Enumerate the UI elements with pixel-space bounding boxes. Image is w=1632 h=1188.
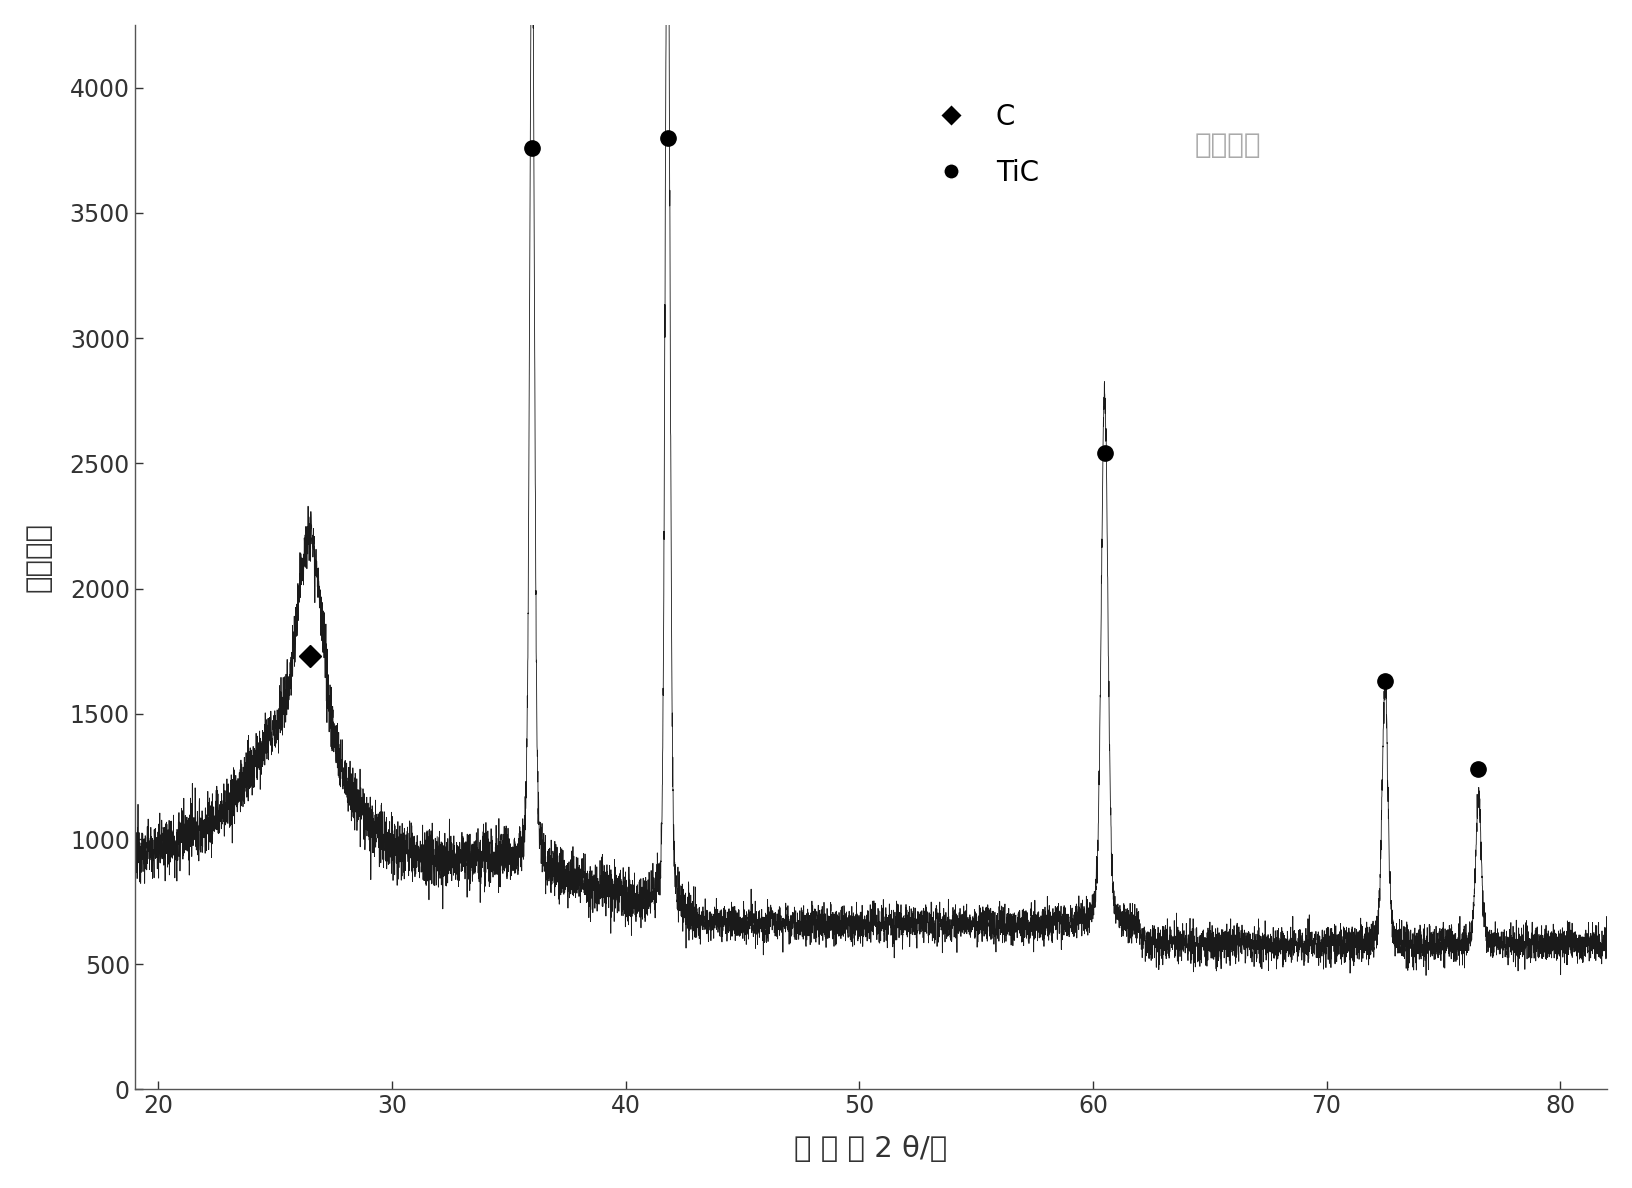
Legend: C, TiC: C, TiC (924, 102, 1040, 187)
Text: 实施例二: 实施例二 (1195, 132, 1262, 159)
X-axis label: 衍 射 角 2 θ/度: 衍 射 角 2 θ/度 (795, 1135, 948, 1163)
Y-axis label: 衍射强度: 衍射强度 (24, 523, 52, 593)
